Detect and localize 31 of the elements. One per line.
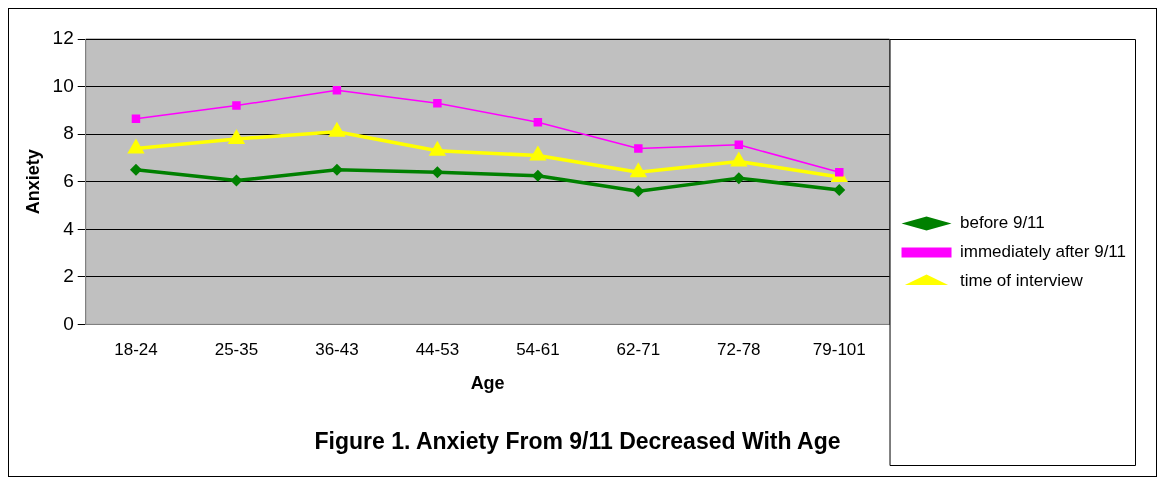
x-tick-label: 25-35 bbox=[214, 340, 259, 360]
point bbox=[433, 98, 442, 108]
point bbox=[732, 172, 745, 185]
point bbox=[833, 184, 846, 197]
y-tick-label: 0 bbox=[63, 312, 74, 334]
x-tick-label: 79-101 bbox=[812, 340, 866, 360]
x-tick-label: 54-61 bbox=[516, 340, 560, 360]
y-tick-label: 6 bbox=[63, 169, 74, 191]
x-tick-label: 62-71 bbox=[616, 340, 661, 360]
point bbox=[129, 163, 142, 176]
y-tick-label: 4 bbox=[63, 217, 75, 239]
legend-label: time of interview bbox=[960, 271, 1084, 291]
y-tick-label: 2 bbox=[63, 265, 74, 287]
text: Figure 1. Anxiety From 9/11 Decreased With Age bbox=[314, 427, 841, 454]
legend-label: immediately after 9/11 bbox=[960, 242, 1126, 262]
point bbox=[131, 114, 141, 123]
x-axis-title: Age bbox=[470, 372, 505, 393]
y-tick-label: 12 bbox=[52, 27, 74, 49]
point bbox=[232, 101, 241, 110]
point bbox=[634, 144, 643, 153]
y-axis-title: Anxiety bbox=[22, 149, 43, 215]
point bbox=[632, 185, 645, 198]
point bbox=[230, 174, 243, 187]
x-tick-label: 36-43 bbox=[315, 340, 359, 360]
point bbox=[330, 163, 343, 176]
y-tick-label: 8 bbox=[63, 122, 74, 144]
x-tick-label: 44-53 bbox=[415, 340, 460, 360]
x-tick-label: 18-24 bbox=[114, 340, 158, 360]
y-tick-label: 10 bbox=[52, 74, 74, 96]
x-tick-label: 72-78 bbox=[717, 340, 761, 360]
legend-label: before 9/11 bbox=[960, 213, 1045, 233]
